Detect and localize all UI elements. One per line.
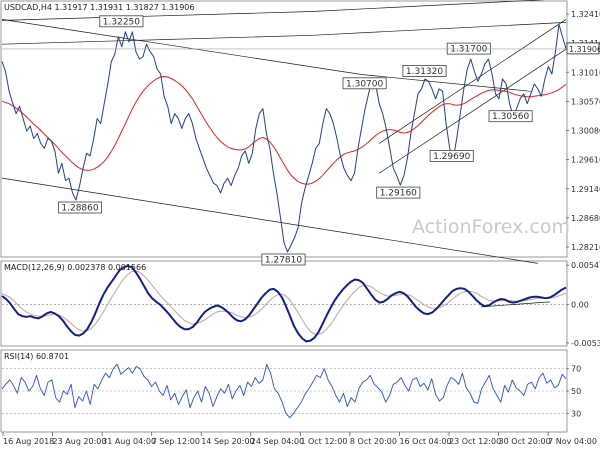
x-tick-label-2: 31 Aug 04:00 [102,437,156,446]
axis-layer: 1.324101.314101.310101.305701.300801.296… [2,10,600,446]
x-tick-label-6: 1 Oct 12:00 [300,437,347,446]
x-tick-label-11: 7 Nov 04:00 [548,437,597,446]
rsi-label: RSI(14) 60.8701 [4,352,69,361]
trend-line-1 [379,19,567,144]
x-tick-label-4: 14 Sep 20:00 [201,437,254,446]
trend-line-parallel-1 [379,48,567,174]
price-tick-label-7: 1.28680 [571,214,600,223]
price-tick-label-2: 1.31010 [571,68,600,77]
level-label-0: 1.32250 [99,15,144,28]
level-label-box-5 [376,186,421,199]
x-tick-label-0: 16 Aug 2018 [3,437,54,446]
macd-line [1,264,567,343]
x-tick-label-8: 16 Oct 04:00 [399,437,451,446]
rsi-tick-label-2: 30 [571,409,581,418]
watermark: ActionForex.com [412,216,570,238]
x-tick-label-5: 24 Sep 04:00 [251,437,304,446]
macd-signal-line [1,270,567,335]
level-label-text-0: 1.32250 [103,17,140,27]
x-tick-label-1: 23 Aug 20:00 [53,437,107,446]
x-tick-label-9: 23 Oct 12:00 [449,437,501,446]
level-label-6: 1.29690 [429,149,474,162]
price-tick-label-0: 1.32410 [571,10,600,19]
price-tick-label-8: 1.28210 [571,243,600,252]
level-label-text-6: 1.29690 [433,152,470,162]
level-label-4: 1.31320 [402,65,447,77]
price-line [1,23,567,253]
level-label-box-6 [429,149,474,162]
price-tick-label-5: 1.29610 [571,156,600,165]
trend-line-0 [1,22,567,45]
price-tick-label-4: 1.30080 [571,127,600,136]
level-label-1: 1.28860 [58,201,103,214]
rsi-tick-label-0: 70 [571,365,581,374]
chart-header: USDCAD,H4 1.31917 1.31931 1.31827 1.3190… [4,3,194,12]
level-label-box-3 [342,77,387,90]
x-tick-label-10: 30 Oct 20:00 [499,437,551,446]
macd-label: MACD(12,26,9) 0.002378 0.001566 [4,263,146,272]
level-label-text-8: 1.30560 [492,112,529,122]
current-price-box [566,42,600,55]
macd-tick-label-2: -0.005314 [571,339,600,348]
level-label-text-5: 1.29160 [380,189,417,199]
level-label-box-4 [402,65,447,77]
level-label-text-4: 1.31320 [406,67,443,77]
current-price-label: 1.31906 [569,45,600,54]
x-tick-label-3: 7 Sep 12:00 [152,437,200,446]
trend-line-3 [1,19,531,92]
level-label-box-0 [99,15,144,28]
level-label-5: 1.29160 [376,186,421,199]
price-tick-label-3: 1.30570 [571,97,600,106]
macd-tick-label-1: 0.00 [571,301,589,310]
rsi-line [1,363,567,419]
level-label-text-2: 1.27810 [265,256,302,266]
level-label-3: 1.30700 [342,77,387,90]
price-layer: 1.32250 1.28860 1.27810 1.30700 1.31320 1.291… [1,0,567,266]
rsi-tick-label-1: 50 [571,387,581,396]
macd-layer [1,264,567,343]
level-label-box-2 [261,253,306,266]
level-label-text-7: 1.31700 [450,45,487,55]
rsi-layer [1,363,567,419]
level-label-text-1: 1.28860 [61,204,98,214]
level-label-2: 1.27810 [261,253,306,266]
moving-average-line [1,76,567,185]
x-tick-label-7: 8 Oct 20:00 [350,437,397,446]
level-label-box-1 [58,201,103,214]
macd-tick-label-0: 0.005478 [571,261,600,270]
macd-trend-line [480,301,550,308]
price-tick-label-6: 1.29140 [571,185,600,194]
trend-line-2 [1,177,538,264]
level-label-text-3: 1.30700 [346,79,383,89]
level-label-8: 1.30560 [488,110,533,123]
level-label-box-8 [488,110,533,123]
